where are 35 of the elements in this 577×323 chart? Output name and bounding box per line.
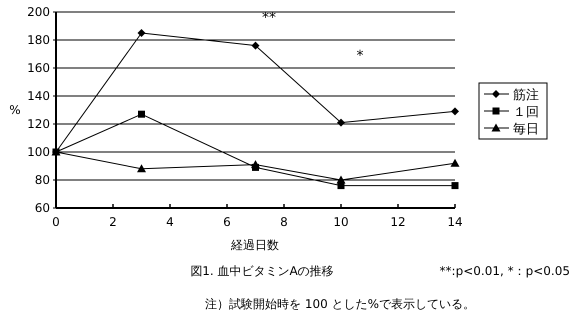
point (336, 176, 346, 184)
point (251, 160, 260, 168)
legend-label: 毎日 (513, 122, 539, 137)
annotation: * (356, 48, 364, 64)
legend-label: 筋注 (513, 88, 539, 103)
y-tick-label: 120 (27, 117, 50, 131)
y-tick-label: 100 (27, 145, 50, 159)
y-tick-label: 200 (27, 5, 50, 19)
point (452, 182, 458, 190)
point (451, 107, 459, 116)
x-tick-label: 6 (223, 215, 231, 229)
y-axis-title: % (9, 103, 21, 117)
legend-label: １回 (513, 105, 539, 120)
y-tick-label: 160 (27, 61, 50, 75)
text: 図1. 血中ビタミンAの推移 (190, 264, 334, 278)
point (450, 158, 460, 167)
y-tick-label: 140 (27, 89, 50, 103)
point (137, 164, 146, 172)
text: **:p<0.01, *：p<0.05 (440, 264, 570, 278)
x-tick-label: 2 (109, 215, 117, 229)
x-axis-title: 経過日数 (230, 238, 279, 252)
x-tick-label: 4 (166, 215, 174, 229)
y-tick-label: 60 (34, 201, 50, 215)
point (138, 110, 145, 118)
x-tick-label: 0 (52, 215, 60, 229)
point (337, 118, 345, 127)
text: 注）試験開始時を 100 とした%で表示している。 (205, 297, 475, 311)
x-tick-label: 12 (390, 215, 406, 229)
point (252, 42, 260, 50)
y-tick-label: 180 (27, 33, 50, 47)
x-tick-label: 10 (333, 215, 349, 229)
x-tick-label: 8 (280, 215, 288, 229)
y-tick-label: 80 (34, 173, 50, 187)
point (138, 29, 146, 37)
x-tick-label: 14 (447, 215, 463, 229)
